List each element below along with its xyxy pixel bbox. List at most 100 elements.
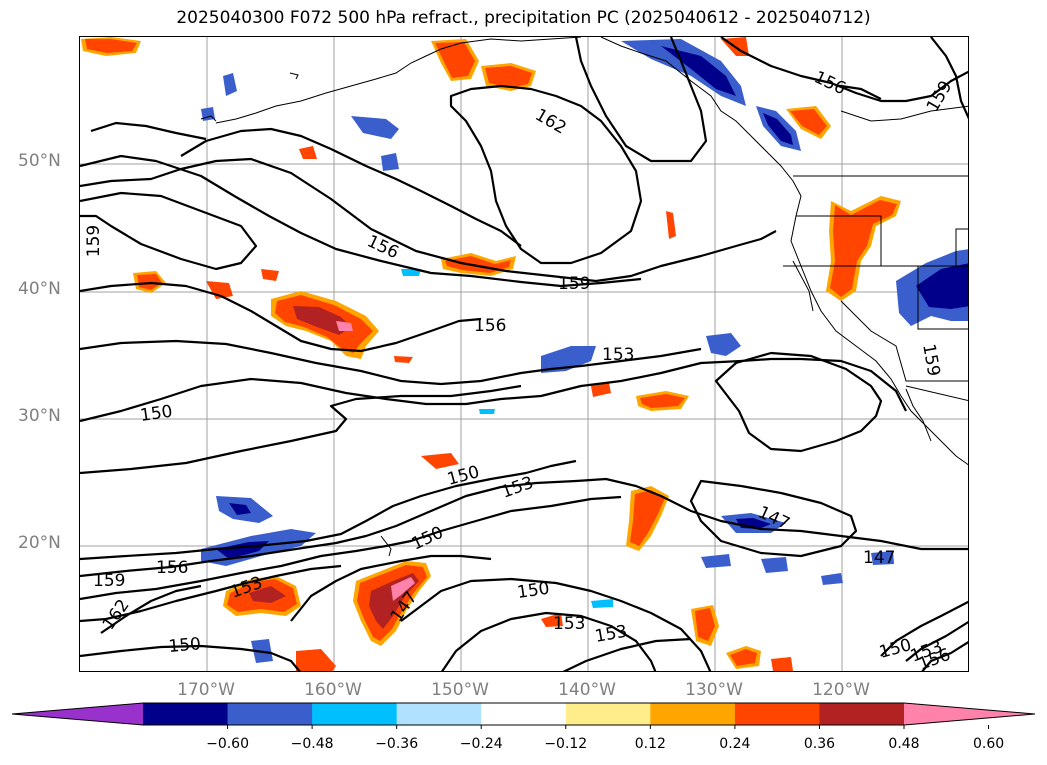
precip-negative-area [479, 409, 495, 414]
lon-label-120w: 120°W [812, 680, 870, 700]
contour-label: 159 [93, 571, 125, 591]
contour-label: 156 [156, 558, 188, 578]
precip-positive-area [730, 649, 757, 666]
coastlines [200, 37, 968, 557]
lon-label-160w: 160°W [304, 680, 362, 700]
precip-positive-area [541, 613, 563, 627]
precip-positive-area [261, 269, 279, 281]
contour-label: 153 [602, 345, 634, 365]
gridlines [80, 37, 968, 671]
contour-label: 162 [532, 105, 570, 139]
map-title: 2025040300 F072 500 hPa refract., precip… [176, 8, 871, 28]
colorbar-tick-label: 0.60 [972, 736, 1005, 752]
precip-negative-area [591, 599, 613, 608]
colorbar-segment [143, 703, 229, 725]
precip-positive-area [206, 281, 233, 299]
precip-positive-area [249, 586, 286, 603]
contour-label: 150 [139, 402, 174, 426]
precip-negative-area [223, 73, 237, 96]
colorbar-segment [312, 703, 398, 725]
colorbar-segment [481, 703, 567, 725]
precip-negative-area [381, 153, 399, 171]
political-borders [783, 105, 968, 402]
colorbar-segment [565, 703, 651, 725]
precipitation-shading [81, 37, 968, 671]
lon-label-130w: 130°W [685, 680, 743, 700]
contour-label: 153 [553, 614, 585, 634]
precip-positive-area [790, 109, 827, 135]
contour-label: 150 [516, 579, 551, 603]
contour-label: 159 [923, 77, 957, 115]
precip-positive-area [640, 394, 685, 408]
contour-labels: 162 156 159 159 156 159 156 153 150 150 … [84, 67, 957, 671]
colorbar-tick-label: 0.12 [634, 736, 666, 752]
colorbar-tick-label: −0.24 [459, 736, 503, 752]
colorbar-segment [650, 703, 736, 725]
precip-negative-area [351, 116, 399, 139]
precip-positive-area [591, 383, 611, 397]
precip-negative-area [821, 573, 843, 585]
precip-positive-area [137, 274, 162, 290]
lon-label-150w: 150°W [431, 680, 489, 700]
lat-label-40n: 40°N [18, 279, 61, 299]
contour-label: 156 [474, 316, 506, 336]
contour-label: 159 [918, 342, 943, 377]
contour-label: 150 [168, 634, 202, 657]
colorbar-tick-label: −0.60 [206, 736, 249, 752]
precip-negative-area [229, 503, 251, 515]
lon-label-170w: 170°W [177, 680, 235, 700]
map-canvas: 162 156 159 159 156 159 156 153 150 150 … [80, 37, 968, 671]
precip-positive-area [771, 657, 793, 671]
contour-label: 156 [811, 67, 849, 99]
colorbar-tick-label: −0.12 [544, 736, 588, 752]
precip-negative-area [541, 346, 596, 373]
lon-label-140w: 140°W [558, 680, 616, 700]
precip-positive-area [485, 66, 532, 88]
precip-positive-area [85, 39, 137, 53]
contour-label: 159 [558, 274, 590, 294]
precip-positive-area [435, 42, 475, 78]
precip-positive-area [830, 200, 897, 297]
colorbar-tick-label: 0.48 [888, 736, 920, 752]
precip-negative-area [706, 333, 741, 356]
precip-negative-area [201, 107, 215, 121]
precip-positive-area [336, 321, 353, 331]
map-panel: 162 156 159 159 156 159 156 153 150 150 … [79, 36, 969, 672]
contours [80, 37, 968, 671]
colorbar-segment [227, 703, 313, 725]
precip-positive-area [293, 306, 351, 335]
colorbar-segment [734, 703, 820, 725]
precip-negative-area [401, 269, 421, 276]
precip-positive-area [421, 453, 459, 469]
precip-positive-area [296, 649, 336, 671]
precip-positive-area [391, 577, 415, 601]
colorbar-extend-low [12, 703, 143, 725]
colorbar-tick-label: 0.36 [803, 736, 836, 752]
precip-positive-area [695, 608, 715, 641]
contour-label: 159 [84, 225, 104, 257]
lat-label-30n: 30°N [18, 406, 61, 426]
colorbar [11, 702, 1036, 729]
colorbar-segment [819, 703, 905, 725]
contour-label: 150 [409, 523, 447, 555]
precip-negative-area [916, 263, 968, 309]
contour-label: 147 [863, 548, 895, 568]
colorbar-tick-label: 0.24 [719, 736, 751, 752]
precip-positive-area [666, 211, 676, 239]
precip-negative-area [621, 39, 746, 106]
colorbar-tick-label: −0.48 [290, 736, 334, 752]
colorbar-extend-high [904, 703, 1035, 725]
contour-label: 150 [445, 462, 482, 490]
colorbar-segment [396, 703, 482, 725]
contour-label: 153 [593, 622, 628, 647]
lat-label-50n: 50°N [18, 151, 61, 171]
precip-negative-area [763, 113, 793, 145]
precip-negative-area [871, 551, 894, 565]
precip-negative-area [761, 557, 788, 573]
lat-label-20n: 20°N [18, 533, 61, 553]
precip-positive-area [394, 356, 413, 363]
precip-negative-area [701, 554, 731, 568]
precip-positive-area [630, 490, 665, 546]
colorbar-tick-label: −0.36 [375, 736, 419, 752]
precip-positive-area [299, 146, 317, 159]
